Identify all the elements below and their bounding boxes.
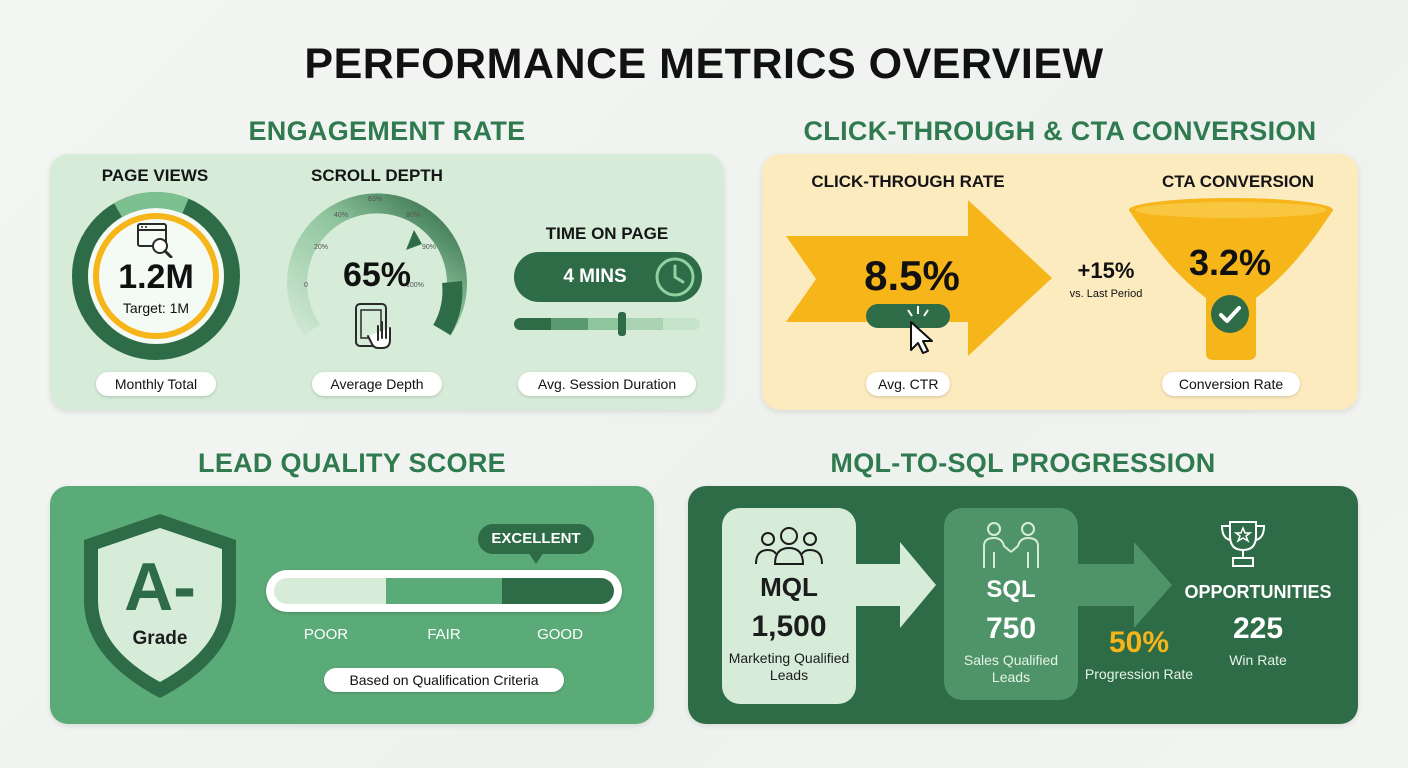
page-views-caption: Monthly Total bbox=[96, 372, 216, 396]
engagement-panel: PAGE VIEWS 1.2M Target: 1M Monthly Total… bbox=[50, 154, 724, 410]
sql-to-opportunity-arrow bbox=[1072, 542, 1172, 628]
quality-bar-good bbox=[502, 578, 614, 604]
progression-value: 50% bbox=[1108, 626, 1170, 659]
check-icon bbox=[1211, 295, 1249, 333]
grade-label: Grade bbox=[132, 628, 188, 649]
mql-value: 1,500 bbox=[751, 610, 827, 643]
page-views-value: 1.2M bbox=[118, 258, 194, 296]
mql-desc: Marketing Qualified Leads bbox=[728, 650, 850, 683]
progression-desc: Progression Rate bbox=[1084, 666, 1194, 682]
lead-caption: Based on Qualification Criteria bbox=[324, 668, 564, 692]
handshake-icon bbox=[983, 522, 1039, 568]
grade-shield-icon bbox=[84, 514, 236, 698]
excellent-badge-label: EXCELLENT bbox=[491, 530, 581, 547]
sql-desc: Sales Qualified Leads bbox=[963, 652, 1059, 685]
mql-section-title: MQL-TO-SQL PROGRESSION bbox=[830, 448, 1216, 478]
ctr-value: 8.5% bbox=[864, 252, 960, 299]
quality-bar-poor bbox=[274, 578, 386, 604]
clock-icon bbox=[655, 257, 695, 297]
people-group-icon bbox=[755, 527, 823, 565]
mql-label: MQL bbox=[760, 572, 818, 602]
scroll-tick-63: 63% bbox=[368, 196, 383, 203]
time-on-page-label: TIME ON PAGE bbox=[545, 224, 669, 243]
ctr-panel: CLICK-THROUGH RATE 8.5% Avg. CTR +15% vs… bbox=[762, 154, 1358, 410]
mql-card bbox=[722, 508, 856, 704]
scale-poor: POOR bbox=[303, 626, 349, 643]
opportunities-value: 225 bbox=[1232, 612, 1284, 645]
cta-funnel bbox=[1129, 198, 1333, 360]
scale-good: GOOD bbox=[537, 626, 583, 643]
lead-panel: A- Grade EXCELLENT POOR FAIR GOOD Based … bbox=[50, 486, 654, 724]
scroll-tick-40: 40% bbox=[334, 212, 349, 219]
scroll-depth-label: SCROLL DEPTH bbox=[311, 166, 443, 185]
trophy-icon bbox=[1220, 521, 1266, 567]
opportunities-label: OPPORTUNITIES bbox=[1184, 582, 1332, 602]
quality-bar bbox=[274, 578, 614, 604]
time-on-page-value: 4 MINS bbox=[563, 266, 627, 287]
scroll-tick-80: 80% bbox=[406, 212, 421, 219]
sql-value: 750 bbox=[985, 612, 1037, 645]
lead-section-title: LEAD QUALITY SCORE bbox=[198, 448, 506, 478]
page-views-ring bbox=[71, 192, 240, 360]
scroll-depth-caption: Average Depth bbox=[312, 372, 442, 396]
ctr-label: CLICK-THROUGH RATE bbox=[811, 172, 1005, 191]
mql-to-sql-arrow bbox=[838, 542, 936, 628]
tablet-touch-icon bbox=[355, 303, 391, 349]
scroll-tick-0: 0 bbox=[304, 282, 308, 289]
ctr-arrow bbox=[786, 200, 1052, 356]
search-page-icon bbox=[137, 223, 173, 258]
ctr-change-note: vs. Last Period bbox=[1069, 288, 1143, 300]
time-on-page-slider-thumb bbox=[618, 312, 626, 336]
cta-caption: Conversion Rate bbox=[1162, 372, 1300, 396]
opportunities-desc: Win Rate bbox=[1229, 652, 1287, 668]
sql-label: SQL bbox=[986, 576, 1036, 603]
scroll-tick-100: 100% bbox=[406, 282, 424, 289]
sql-card bbox=[944, 508, 1078, 700]
time-on-page-caption: Avg. Session Duration bbox=[518, 372, 696, 396]
quality-bar-fair bbox=[386, 578, 502, 604]
page-views-label: PAGE VIEWS bbox=[101, 166, 209, 185]
engagement-section-title: ENGAGEMENT RATE bbox=[248, 116, 526, 146]
ctr-change-value: +15% bbox=[1077, 258, 1135, 283]
cta-label: CTA CONVERSION bbox=[1161, 172, 1315, 191]
excellent-badge bbox=[478, 524, 594, 554]
ctr-caption: Avg. CTR bbox=[866, 372, 950, 396]
excellent-badge-pointer bbox=[528, 552, 544, 564]
cta-value: 3.2% bbox=[1188, 242, 1272, 283]
time-on-page-slider-track bbox=[514, 318, 700, 330]
scroll-depth-value: 65% bbox=[342, 256, 412, 294]
scroll-tick-20: 20% bbox=[314, 244, 329, 251]
page-views-target: Target: 1M bbox=[122, 300, 190, 316]
mql-panel: MQL 1,500 Marketing Qualified Leads SQL … bbox=[688, 486, 1358, 724]
page-title: PERFORMANCE METRICS OVERVIEW bbox=[304, 40, 1104, 88]
ctr-section-title: CLICK-THROUGH & CTA CONVERSION bbox=[803, 116, 1317, 146]
cursor-icon bbox=[907, 306, 933, 354]
ctr-button-shape bbox=[866, 304, 950, 328]
scroll-tick-90: 90% bbox=[422, 244, 437, 251]
scroll-depth-gauge bbox=[287, 193, 467, 336]
grade-value: A- bbox=[124, 549, 196, 625]
scale-fair: FAIR bbox=[427, 626, 461, 643]
